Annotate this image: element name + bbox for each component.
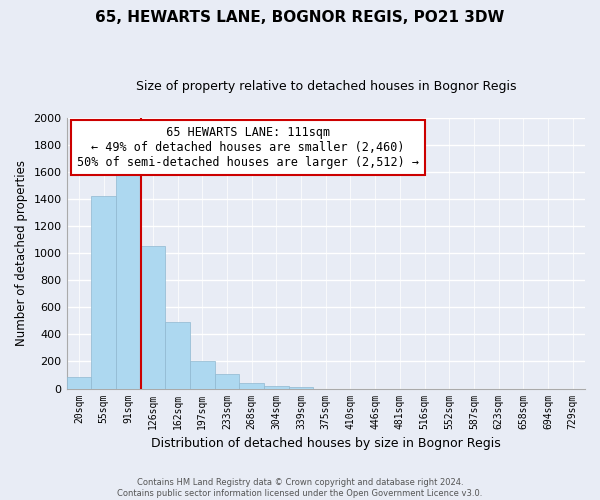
- Bar: [289, 387, 313, 388]
- Bar: [165, 322, 190, 388]
- Text: 65 HEWARTS LANE: 111sqm  
← 49% of detached houses are smaller (2,460)
50% of se: 65 HEWARTS LANE: 111sqm ← 49% of detache…: [77, 126, 419, 169]
- Bar: [264, 386, 289, 388]
- Bar: [91, 196, 116, 388]
- Title: Size of property relative to detached houses in Bognor Regis: Size of property relative to detached ho…: [136, 80, 516, 93]
- Text: Contains HM Land Registry data © Crown copyright and database right 2024.
Contai: Contains HM Land Registry data © Crown c…: [118, 478, 482, 498]
- Bar: [67, 377, 91, 388]
- Bar: [190, 362, 215, 388]
- Text: 65, HEWARTS LANE, BOGNOR REGIS, PO21 3DW: 65, HEWARTS LANE, BOGNOR REGIS, PO21 3DW: [95, 10, 505, 25]
- Bar: [239, 383, 264, 388]
- X-axis label: Distribution of detached houses by size in Bognor Regis: Distribution of detached houses by size …: [151, 437, 500, 450]
- Y-axis label: Number of detached properties: Number of detached properties: [15, 160, 28, 346]
- Bar: [215, 374, 239, 388]
- Bar: [140, 246, 165, 388]
- Bar: [116, 172, 140, 388]
